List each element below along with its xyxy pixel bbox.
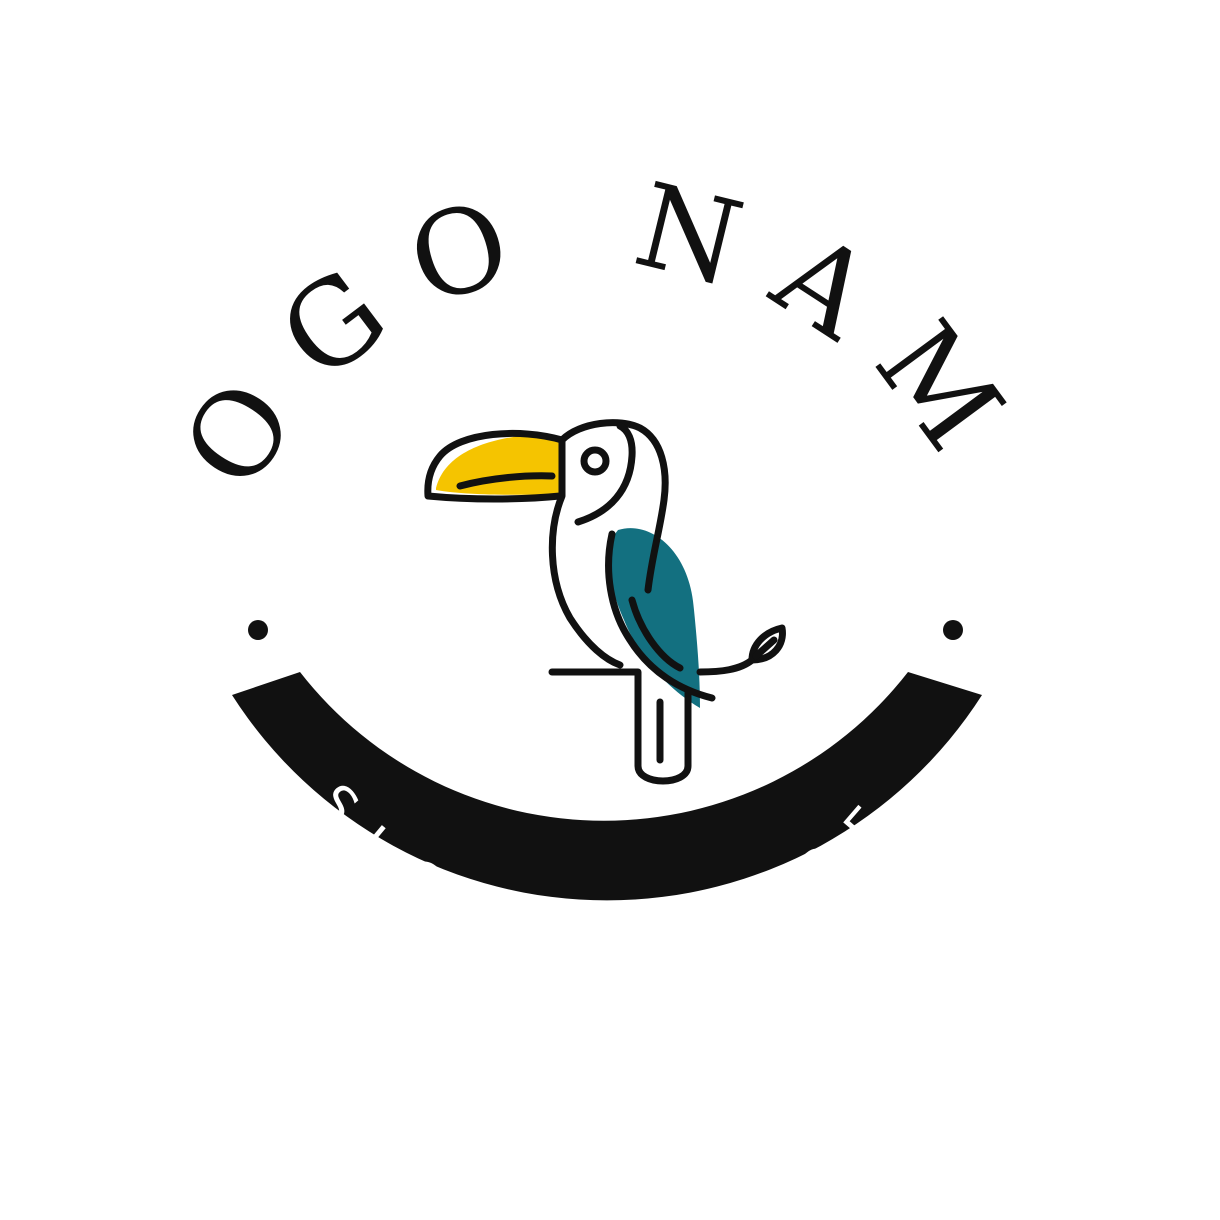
- branch-line: [696, 656, 756, 676]
- wing-outline: [605, 530, 716, 702]
- body-outline: [548, 436, 624, 669]
- wing-line: [628, 596, 684, 672]
- leaf-icon: [748, 624, 786, 664]
- toucan-icon: [424, 419, 786, 785]
- right-dot: [943, 620, 963, 640]
- cheek-line: [574, 422, 636, 526]
- beak-line: [456, 472, 556, 490]
- head-outline: [558, 419, 669, 594]
- leaf-vein: [752, 636, 778, 660]
- perch-line: [548, 668, 692, 785]
- beak-outline: [424, 429, 566, 503]
- beak-fill: [436, 434, 560, 495]
- left-dot: [248, 620, 268, 640]
- ribbon-banner: [232, 672, 982, 901]
- eye-icon: [580, 446, 610, 476]
